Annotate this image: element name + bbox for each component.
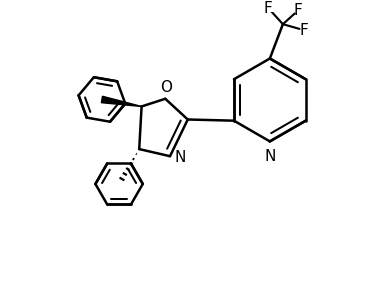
Polygon shape bbox=[101, 96, 142, 107]
Text: F: F bbox=[264, 1, 273, 15]
Text: F: F bbox=[293, 3, 302, 18]
Text: N: N bbox=[175, 150, 186, 165]
Text: O: O bbox=[160, 80, 172, 95]
Text: F: F bbox=[299, 22, 308, 38]
Text: N: N bbox=[264, 149, 276, 164]
